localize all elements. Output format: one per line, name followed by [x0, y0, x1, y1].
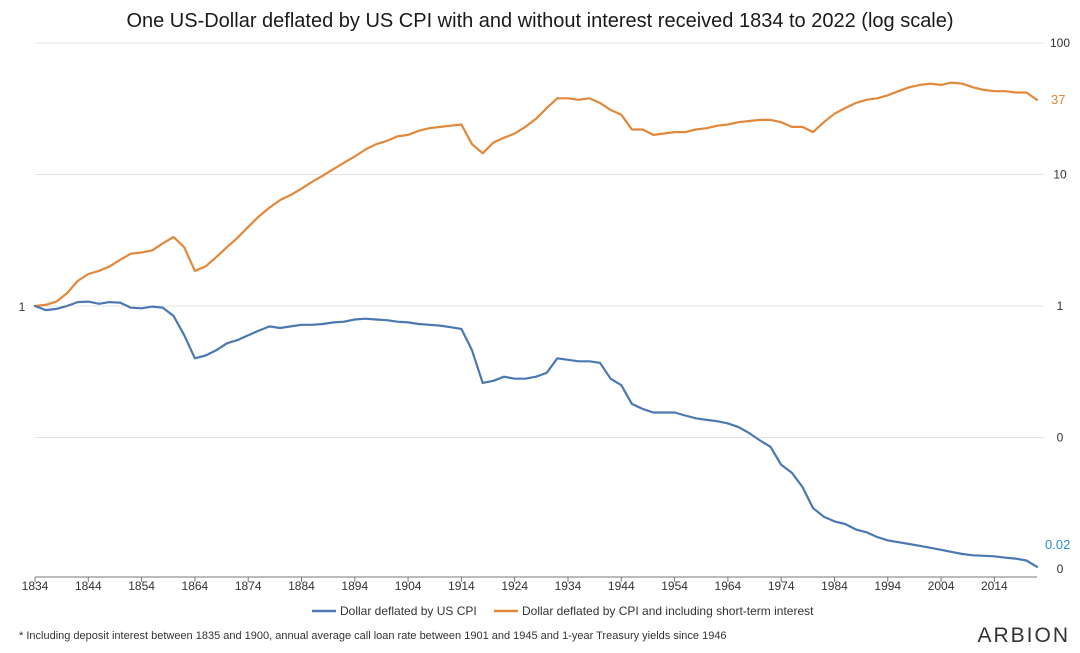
end-label-interest: 37 [1051, 92, 1065, 107]
gridlines [35, 42, 1044, 438]
legend: Dollar deflated by US CPI Dollar deflate… [312, 604, 814, 618]
x-tick-label: 1924 [501, 579, 528, 593]
x-tick-label: 2014 [981, 579, 1008, 593]
legend-label-cpi: Dollar deflated by US CPI [340, 604, 477, 618]
x-tick-label: 1974 [768, 579, 795, 593]
y-tick-label: 10 [1053, 168, 1067, 182]
x-tick-label: 1884 [288, 579, 315, 593]
x-tick-label: 1844 [75, 579, 102, 593]
series-line-interest [33, 81, 1039, 308]
chart-title: One US-Dollar deflated by US CPI with an… [126, 10, 953, 32]
y-tick-label: 100 [1050, 36, 1070, 50]
y-tick-left-label: 1 [19, 300, 26, 314]
end-label-cpi: 0.02 [1045, 537, 1070, 552]
x-tick-label: 1914 [448, 579, 475, 593]
y-tick-label: 0 [1057, 431, 1064, 445]
x-tick-label: 1904 [395, 579, 422, 593]
brand-logo-text: ARBION [977, 624, 1070, 647]
x-tick-label: 2004 [928, 579, 955, 593]
footnote: * Including deposit interest between 183… [19, 630, 727, 642]
x-axis-ticks: 1834 1844 1854 1864 1874 1884 1894 1904 1914 1924… [22, 577, 1008, 593]
legend-label-interest: Dollar deflated by CPI and including sho… [522, 604, 814, 618]
x-tick-label: 1894 [341, 579, 368, 593]
y-tick-label: 0 [1057, 562, 1064, 576]
y-tick-label: 1 [1057, 299, 1064, 313]
x-tick-label: 1964 [715, 579, 742, 593]
x-tick-label: 1874 [235, 579, 262, 593]
x-tick-label: 1854 [128, 579, 155, 593]
x-tick-label: 1984 [821, 579, 848, 593]
x-tick-label: 1934 [555, 579, 582, 593]
x-tick-label: 1864 [182, 579, 209, 593]
series-line-cpi [33, 300, 1039, 568]
x-tick-label: 1994 [874, 579, 901, 593]
x-tick-label: 1954 [661, 579, 688, 593]
x-tick-label: 1944 [608, 579, 635, 593]
x-tick-label: 1834 [22, 579, 49, 593]
